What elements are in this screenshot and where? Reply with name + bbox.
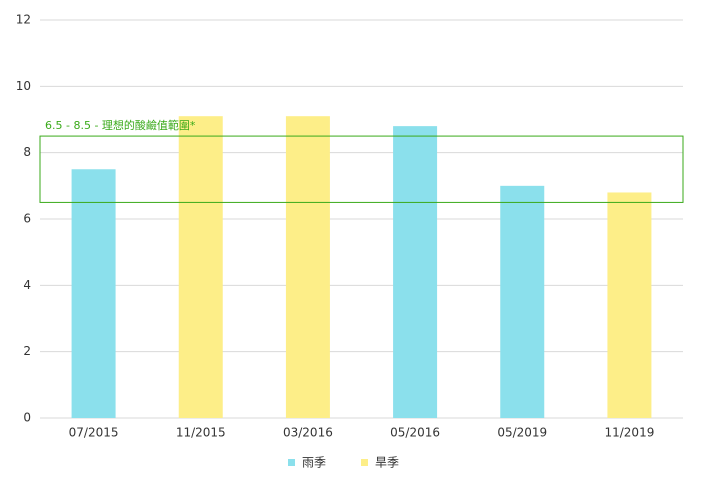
bar [71,169,116,418]
y-tick-label: 6 [23,212,31,226]
y-tick-label: 0 [23,411,31,425]
annotation-label: 6.5 - 8.5 - 理想的酸鹼值範圍* [45,118,196,132]
x-tick-label: 05/2016 [390,426,440,440]
bar [607,192,652,418]
legend-label: 雨季 [302,456,326,470]
y-tick-label: 8 [23,145,31,159]
legend-swatch [361,459,368,466]
x-tick-label: 11/2019 [604,426,654,440]
y-tick-label: 2 [23,344,31,358]
bar [285,116,330,418]
annotation-band [39,135,684,203]
legend-label: 旱季 [375,456,399,470]
y-tick-label: 10 [16,79,31,93]
x-tick-label: 11/2015 [176,426,226,440]
bar [393,126,438,418]
x-tick-label: 07/2015 [69,426,119,440]
bar [500,185,545,418]
bar [178,116,223,418]
x-tick-label: 03/2016 [283,426,333,440]
legend-swatch [288,459,295,466]
y-tick-label: 12 [16,13,31,27]
y-tick-label: 4 [23,278,31,292]
x-tick-label: 05/2019 [497,426,547,440]
